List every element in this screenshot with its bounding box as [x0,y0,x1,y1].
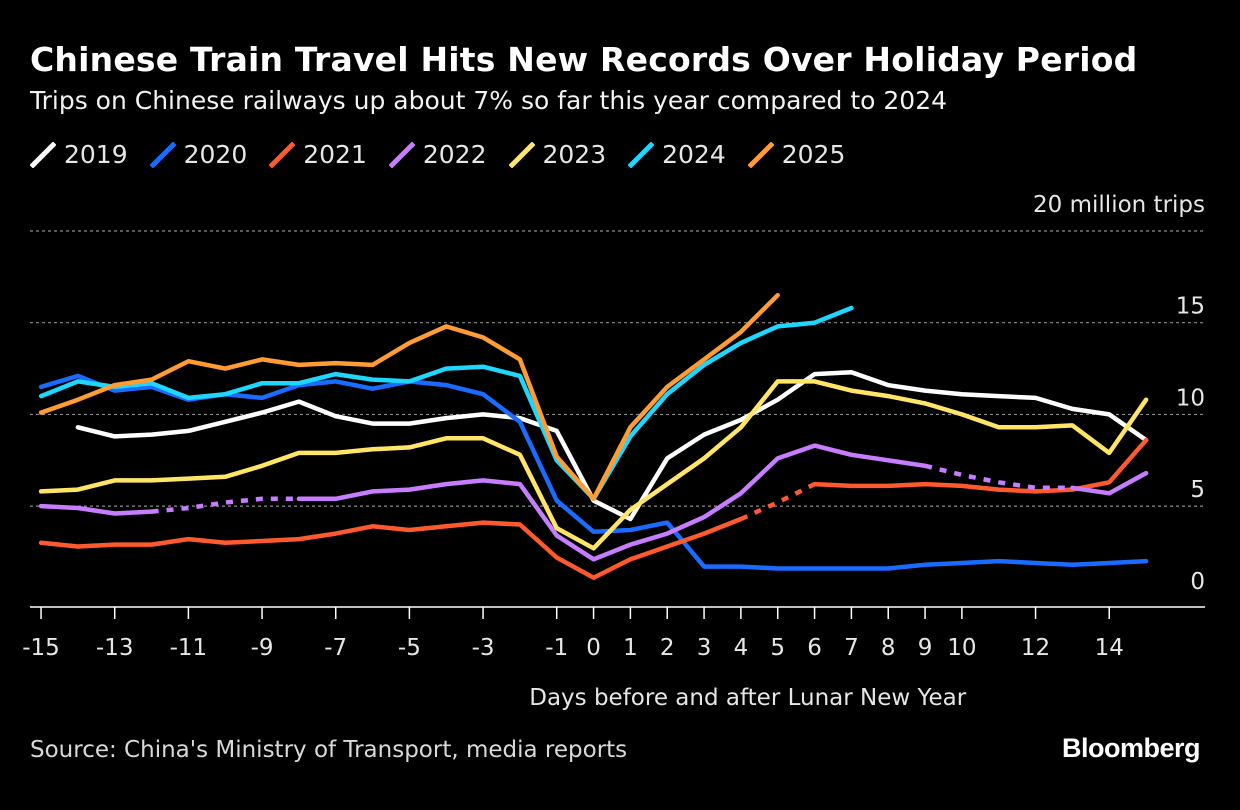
legend-swatch-2024 [628,141,655,168]
series-2019 [75,369,1149,522]
series-2019-line [75,369,1149,522]
x-tick-label: -13 [96,635,134,661]
series-2022 [38,443,1149,562]
series-2024 [38,305,854,502]
source-note: Source: China's Ministry of Transport, m… [30,737,628,763]
legend-swatch-2020 [149,141,176,168]
x-tick-label: 7 [844,635,859,661]
legend-label-2021: 2021 [303,140,367,169]
series-2021-line [38,516,744,580]
x-tick-label: -9 [251,635,274,661]
x-tick-label: 1 [623,635,638,661]
legend-item-2021: 2021 [269,140,367,169]
legend-label-2020: 2020 [183,140,248,169]
x-tick-label: 4 [734,635,749,661]
bloomberg-logo: Bloomberg [1061,733,1201,763]
legend-item-2025: 2025 [747,140,846,169]
legend: 2019 2020 2021 2022 2023 2024 2025 [30,140,867,169]
legend-item-2022: 2022 [388,140,487,169]
x-tick-label: -1 [545,635,568,661]
series-2022-line [1070,470,1149,496]
y-tick-label: 10 [1176,385,1205,411]
legend-item-2023: 2023 [508,140,607,169]
x-tick-label: 14 [1095,635,1124,661]
series-2024-line [38,305,854,502]
y-tick-label: 0 [1190,569,1205,595]
x-tick-label: 10 [947,635,976,661]
series-2021-estimated-segment [739,482,816,522]
x-tick-label: 9 [918,635,933,661]
x-axis-ticks: -15 -13 -11 -9 -7 -5 -3 -1 0 1 2 3 4 5 6 7 8 9 10 12 14 [22,607,1124,661]
x-tick-label: -5 [398,635,421,661]
legend-swatch-2025 [747,141,774,168]
series-2022-line [296,443,928,562]
legend-label-2022: 2022 [422,140,487,169]
series-2025 [38,292,780,502]
gridlines [30,230,1205,507]
series-2022-estimated-segment [151,496,299,514]
series-2023-line [38,379,1149,551]
x-tick-label: -11 [170,635,208,661]
legend-swatch-2021 [269,141,296,168]
series-2021-line [812,437,1149,494]
x-axis-title: Days before and after Lunar New Year [529,685,966,711]
x-tick-label: 6 [807,635,822,661]
legend-item-2020: 2020 [149,140,248,169]
series-2025-line [38,292,780,502]
legend-item-2024: 2024 [628,140,726,169]
x-tick-label: 2 [660,635,675,661]
legend-label-2024: 2024 [662,140,726,169]
series-2022-line [38,503,154,516]
legend-swatch-2023 [508,141,535,168]
chart-subtitle: Trips on Chinese railways up about 7% so… [30,86,948,115]
y-axis-ticks: 0 5 10 15 [1176,294,1205,595]
legend-label-2025: 2025 [781,140,846,169]
x-tick-label: 3 [697,635,712,661]
legend-label-2019: 2019 [64,140,128,169]
legend-swatch-2019 [30,141,56,168]
y-tick-label: 5 [1190,477,1205,503]
series-lines [38,292,1149,580]
x-tick-label: 0 [586,635,601,661]
chart-title: Chinese Train Travel Hits New Records Ov… [30,40,1138,79]
y-tick-label: 15 [1176,294,1205,320]
x-tick-label: 12 [1021,635,1050,661]
x-tick-label: -7 [324,635,347,661]
series-2021 [38,437,1149,580]
legend-item-2019: 2019 [30,140,128,169]
x-tick-label: 8 [881,635,896,661]
x-tick-label: -3 [472,635,495,661]
legend-swatch-2022 [388,141,415,168]
legend-label-2023: 2023 [542,140,607,169]
y-axis-unit-label: 20 million trips [1033,192,1205,218]
series-2022-estimated-segment [924,463,1073,491]
x-tick-label: 5 [770,635,785,661]
series-2023 [38,379,1149,551]
x-tick-label: -15 [22,635,60,661]
